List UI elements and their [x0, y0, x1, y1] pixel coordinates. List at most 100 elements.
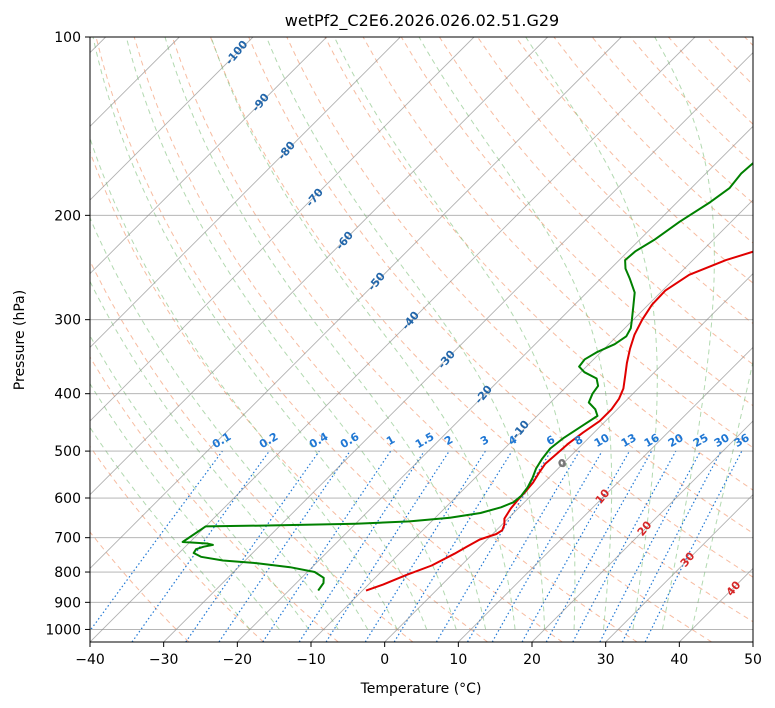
x-tick-label: 10 — [449, 652, 467, 668]
dry-adiabat-label: 10 — [593, 486, 613, 506]
isotherm-line — [752, 641, 753, 642]
isotherm-line — [237, 125, 753, 642]
mixing-ratio-line — [131, 450, 270, 642]
plot-frame — [89, 36, 754, 643]
dry-adiabat-line — [133, 37, 638, 642]
dry-adiabat-line — [248, 37, 753, 578]
mixing-ratio-label: 2 — [442, 433, 455, 448]
mixing-ratio-label: 1.5 — [413, 430, 436, 451]
dry-adiabat-label: -20 — [472, 383, 495, 407]
dry-adiabat-line — [90, 445, 264, 642]
isotherm-line — [90, 37, 475, 422]
x-axis-label: Temperature (°C) — [360, 681, 482, 697]
mixing-ratio-label: 0.2 — [257, 430, 280, 451]
y-tick-label: 500 — [54, 444, 81, 460]
moist-adiabat-line — [90, 426, 251, 630]
dewpoint-profile — [181, 161, 753, 592]
moist-adiabat-line — [691, 358, 753, 630]
dry-adiabat-line — [668, 37, 753, 125]
moist-adiabat-line — [92, 37, 428, 630]
mixing-ratio-line — [298, 450, 425, 642]
x-tick-label: 0 — [380, 652, 389, 668]
mixing-ratio-label: 6 — [544, 433, 557, 448]
grid-lines — [90, 37, 753, 642]
mixing-ratio-line — [218, 450, 351, 642]
isotherm-line — [90, 37, 327, 275]
mixing-ratio-line — [185, 450, 320, 642]
dry-adiabat-line — [171, 37, 712, 642]
y-axis: 100 200 300 400 500 600 700 800 900 1000 — [45, 30, 90, 638]
y-tick-label: 900 — [54, 595, 81, 611]
mixing-ratio-label: 30 — [712, 431, 732, 450]
moist-adiabat-line — [333, 37, 576, 630]
isotherm-line — [384, 273, 753, 642]
y-tick-label: 300 — [54, 313, 81, 329]
dry-adiabat-line — [591, 37, 753, 204]
dry-adiabat-line — [438, 37, 753, 366]
x-tick-label: −40 — [75, 652, 105, 668]
dry-adiabat-line — [515, 37, 753, 284]
isotherm-line — [90, 37, 696, 642]
isotherm-line — [458, 346, 753, 642]
moist-adiabat-line — [210, 37, 516, 630]
x-axis: −40 −30 −20 −10 0 10 20 30 40 50 — [75, 642, 762, 668]
isotherm-line — [310, 199, 753, 642]
isotherm-line — [90, 37, 548, 496]
x-tick-label: −10 — [296, 652, 326, 668]
mixing-ratio-label: 13 — [619, 431, 639, 450]
mixing-ratio-label: 25 — [691, 431, 711, 450]
moist-adiabat-line — [164, 37, 487, 630]
mixing-ratio-label: 16 — [642, 431, 662, 450]
dry-adiabat-line — [90, 531, 190, 642]
mixing-ratio-line — [521, 450, 631, 642]
mixing-ratio-line — [466, 450, 580, 642]
x-tick-label: −20 — [223, 652, 253, 668]
mixing-ratio-label: 3 — [478, 433, 491, 448]
profile-lines — [181, 161, 753, 592]
mixing-ratio-label: 1 — [384, 433, 397, 448]
mixing-ratio-line — [90, 450, 223, 632]
dry-adiabat-line — [477, 37, 753, 325]
isotherm-line — [531, 420, 753, 642]
y-tick-label: 200 — [54, 208, 81, 224]
temperature-profile — [365, 250, 753, 592]
x-tick-label: 50 — [744, 652, 762, 668]
mixing-ratio-line — [572, 450, 677, 642]
mixing-ratio-label: 10 — [592, 431, 612, 450]
y-tick-label: 1000 — [45, 622, 81, 638]
mixing-ratio-label: 36 — [732, 431, 752, 450]
moist-adiabat-line — [90, 216, 369, 630]
isotherm-line — [679, 567, 753, 642]
isotherm-line — [90, 37, 622, 569]
moist-adiabat-line — [525, 37, 658, 630]
dry-adiabat-line — [706, 37, 753, 86]
isotherm-line — [90, 37, 254, 201]
mixing-ratio-line — [325, 450, 450, 642]
moist-adiabat-line — [90, 334, 310, 630]
y-axis-label: Pressure (hPa) — [12, 290, 28, 390]
dry-adiabat-line — [400, 37, 753, 407]
dry-adiabat-label: 40 — [724, 578, 744, 598]
dry-adiabat-label: -100 — [223, 38, 251, 68]
y-tick-label: 800 — [54, 565, 81, 581]
mixing-ratio-line — [644, 450, 743, 642]
dry-adiabat-line — [90, 356, 339, 642]
mixing-ratio-line — [599, 450, 702, 642]
isotherm-line — [605, 494, 753, 642]
x-tick-label: 30 — [597, 652, 615, 668]
x-tick-label: 40 — [670, 652, 688, 668]
mixing-ratio-label: 0.1 — [210, 430, 233, 451]
dry-adiabat-line — [90, 259, 414, 642]
isotherm-line — [90, 37, 401, 348]
isotherm-line — [163, 52, 753, 642]
background-lines — [90, 37, 753, 642]
y-tick-label: 100 — [54, 30, 81, 46]
mixing-ratio-line — [545, 450, 653, 642]
moist-adiabat-label: 0 — [558, 457, 566, 470]
dry-adiabat-line — [744, 37, 753, 47]
moist-adiabat-line — [125, 37, 457, 630]
x-tick-label: 20 — [523, 652, 541, 668]
dry-adiabat-line — [553, 37, 753, 244]
mixing-ratio-label: 8 — [572, 433, 585, 448]
